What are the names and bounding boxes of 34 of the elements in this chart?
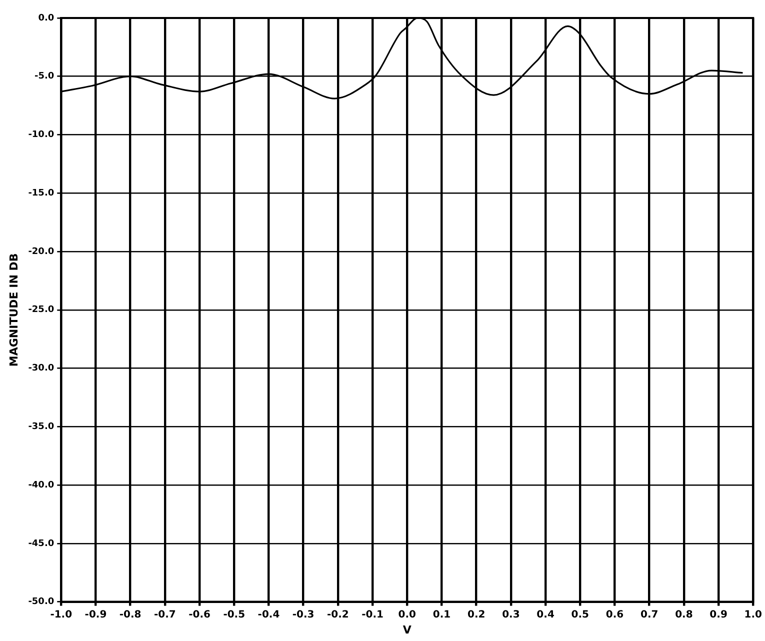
x-tick-label: 0.0 [398,609,416,620]
y-tick-label: -50.0 [28,597,54,608]
y-tick-label: -20.0 [28,246,54,257]
x-tick-label: -1.0 [50,609,72,620]
y-tick-label: -10.0 [28,130,54,140]
x-tick-label: 0.5 [571,609,590,620]
x-tick-label: -0.4 [258,609,280,620]
x-tick-label: -0.2 [327,609,349,620]
y-tick-label: -5.0 [34,72,54,82]
x-tick-label: 0.4 [536,609,554,620]
x-tick-label: -0.7 [154,609,176,620]
y-tick-label: -35.0 [28,422,54,432]
x-tick-label: -0.9 [84,609,107,620]
y-tick-label: -15.0 [28,188,54,198]
x-tick-label: 0.8 [675,609,693,620]
x-tick-label: -0.5 [223,609,246,620]
x-tick-label: 0.2 [467,609,486,620]
x-tick-label: -0.3 [292,609,314,620]
y-tick-label: -25.0 [28,305,54,316]
x-tick-label: -0.6 [188,609,211,620]
y-tick-label: 0.0 [38,13,54,24]
x-tick-label: 0.7 [640,609,658,620]
x-tick-label: 0.1 [432,609,451,620]
x-tick-label: -0.8 [119,609,142,620]
y-axis-title: MAGNITUDE IN DB [7,253,20,367]
x-tick-label: 1.0 [744,609,762,620]
x-axis-title: V [402,623,412,636]
x-tick-label: -0.1 [362,609,384,620]
y-tick-label: -40.0 [28,480,54,490]
x-tick-label: 0.9 [710,609,728,620]
x-tick-label: 0.3 [502,609,520,620]
x-tick-label: 0.6 [606,609,624,620]
y-tick-label: -30.0 [28,364,54,374]
y-tick-label: -45.0 [28,538,54,549]
